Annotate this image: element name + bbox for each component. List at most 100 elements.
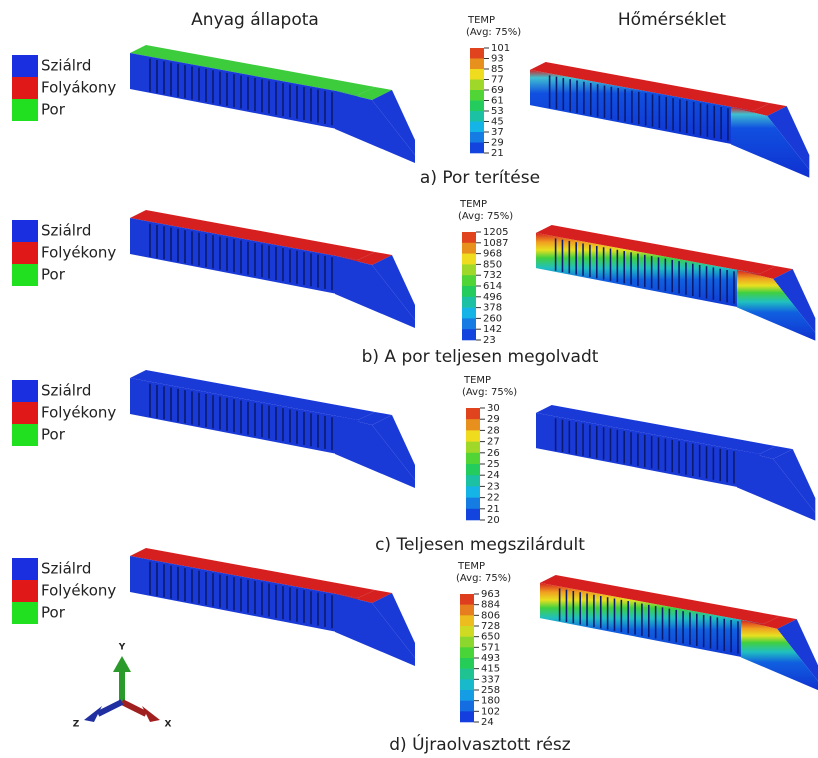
axis-x: X <box>165 720 172 730</box>
colorbar-segment <box>466 464 480 476</box>
colorbar-label: 732 <box>483 270 502 281</box>
colorbar-segment <box>470 101 484 112</box>
colorbar-segment <box>470 132 484 143</box>
colorbar-label: 968 <box>483 249 502 260</box>
caption: a) Por terítése <box>420 168 540 188</box>
legend-label: Sziálrd <box>41 560 91 578</box>
colorbar-segment <box>460 679 474 690</box>
colorbar-label: 614 <box>483 281 502 292</box>
legend-swatch <box>12 220 38 242</box>
colorbar-segment <box>470 48 484 59</box>
colorbar-label: 337 <box>481 674 500 685</box>
legend-swatch <box>12 77 38 99</box>
legend-swatch <box>12 602 38 624</box>
legend-label: Folyékony <box>41 404 116 422</box>
legend-label: Folyékony <box>41 582 116 600</box>
header-right: Hőmérséklet <box>618 10 727 30</box>
colorbar-label: 1205 <box>483 227 508 238</box>
colorbar-segment <box>462 232 476 243</box>
beam <box>130 210 415 328</box>
colorbar-label: 85 <box>491 64 504 75</box>
legend-swatch <box>12 424 38 446</box>
beam <box>130 370 415 488</box>
colorbar-label: 37 <box>491 127 504 138</box>
colorbar-label: 806 <box>481 610 500 621</box>
colorbar-segment <box>460 658 474 669</box>
colorbar-segment <box>460 711 474 722</box>
caption: c) Teljesen megszilárdult <box>375 535 585 555</box>
colorbar-subtitle: (Avg: 75%) <box>456 573 511 584</box>
colorbar-label: 69 <box>491 85 504 96</box>
colorbar-label: 45 <box>491 117 504 128</box>
colorbar-segment <box>466 486 480 498</box>
legend-label: Sziálrd <box>41 382 91 400</box>
axis-y: Y <box>118 643 126 653</box>
colorbar-subtitle: (Avg: 75%) <box>462 387 517 398</box>
colorbar-label: 22 <box>487 493 500 504</box>
colorbar-label: 23 <box>483 335 496 346</box>
colorbar-label: 571 <box>481 642 500 653</box>
legend-swatch <box>12 558 38 580</box>
beam <box>130 548 415 666</box>
colorbar-segment <box>462 254 476 265</box>
colorbar-segment <box>462 308 476 319</box>
colorbar-segment <box>466 498 480 510</box>
figure: Anyag állapota Hőmérséklet Y Z X Sziálrd… <box>0 0 818 758</box>
colorbar-segment <box>462 318 476 329</box>
legend-label: Por <box>41 266 66 284</box>
caption: d) Újraolvasztott rész <box>389 733 571 755</box>
colorbar-segment <box>460 647 474 658</box>
legend-swatch <box>12 580 38 602</box>
colorbar-label: 258 <box>481 685 500 696</box>
colorbar-segment <box>470 111 484 122</box>
colorbar-label: 650 <box>481 632 500 643</box>
legend-swatch <box>12 402 38 424</box>
colorbar-label: 53 <box>491 106 504 117</box>
colorbar-label: 29 <box>487 414 500 425</box>
axis-z: Z <box>73 720 80 730</box>
colorbar-label: 61 <box>491 96 504 107</box>
colorbar-title: TEMP <box>467 15 495 26</box>
colorbar-segment <box>466 430 480 442</box>
colorbar-label: 24 <box>481 717 494 728</box>
colorbar-segment <box>460 701 474 712</box>
colorbar-segment <box>470 122 484 133</box>
colorbar-segment <box>466 408 480 420</box>
colorbar-title: TEMP <box>457 561 485 572</box>
colorbar-segment <box>462 264 476 275</box>
colorbar-segment <box>470 143 484 154</box>
colorbar-segment <box>470 59 484 70</box>
colorbar-segment <box>462 297 476 308</box>
colorbar-segment <box>466 453 480 465</box>
legend-label: Por <box>41 604 66 622</box>
legend-label: Folyékony <box>41 244 116 262</box>
colorbar-label: 23 <box>487 481 500 492</box>
colorbar-segment <box>460 690 474 701</box>
legend-label: Sziálrd <box>41 222 91 240</box>
beam <box>536 405 815 521</box>
colorbar-label: 260 <box>483 313 502 324</box>
colorbar-label: 21 <box>491 148 504 159</box>
colorbar-label: 26 <box>487 448 500 459</box>
colorbar-segment <box>470 69 484 80</box>
legend-label: Sziálrd <box>41 57 91 75</box>
colorbar-segment <box>466 509 480 521</box>
caption: b) A por teljesen megolvadt <box>362 347 599 367</box>
colorbar-label: 24 <box>487 470 500 481</box>
legend-label: Por <box>41 426 66 444</box>
colorbar-segment <box>470 90 484 101</box>
colorbar-segment <box>460 626 474 637</box>
beam <box>536 225 815 341</box>
colorbar-label: 728 <box>481 621 500 632</box>
colorbar-label: 102 <box>481 706 500 717</box>
colorbar-segment <box>466 442 480 454</box>
colorbar-subtitle: (Avg: 75%) <box>466 27 521 38</box>
colorbar-label: 1087 <box>483 238 508 249</box>
colorbar-segment <box>470 80 484 91</box>
colorbar-segment <box>466 419 480 431</box>
colorbar-segment <box>460 594 474 605</box>
colorbar-label: 21 <box>487 504 500 515</box>
legend-swatch <box>12 55 38 77</box>
colorbar-segment <box>462 275 476 286</box>
colorbar-label: 28 <box>487 425 500 436</box>
